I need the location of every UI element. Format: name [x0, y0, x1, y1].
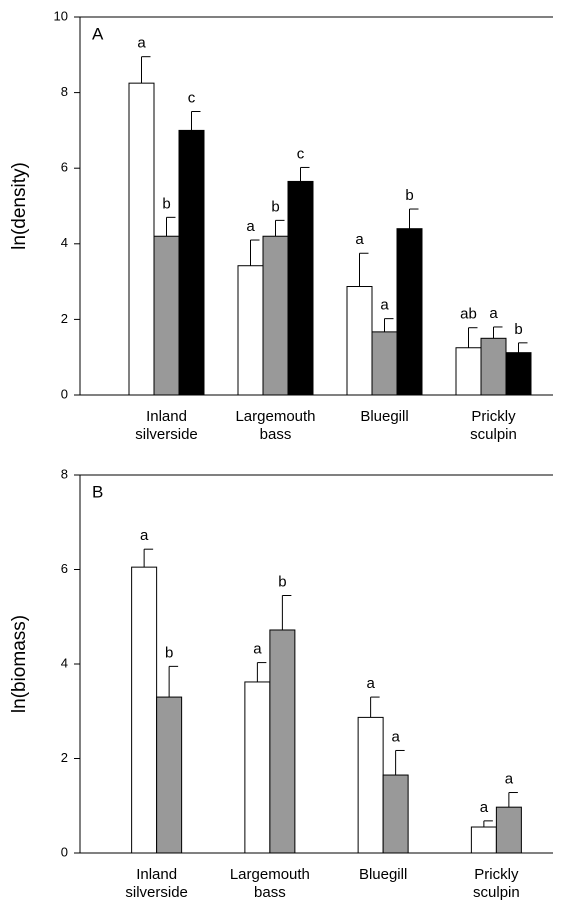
significance-label: ab	[460, 306, 477, 323]
significance-label: b	[278, 573, 286, 590]
significance-label: a	[391, 728, 400, 745]
y-tick-label: 4	[61, 235, 68, 250]
bar	[178, 129, 205, 396]
bar	[128, 82, 155, 396]
significance-label: b	[405, 187, 413, 204]
significance-label: a	[489, 305, 498, 322]
bar	[480, 337, 507, 396]
significance-label: b	[165, 644, 173, 661]
bar	[244, 681, 271, 854]
x-tick-label: Bluegill	[360, 408, 408, 425]
x-tick-label: Largemouth	[235, 408, 315, 425]
x-tick-label: sculpin	[470, 426, 517, 443]
significance-label: a	[380, 297, 389, 314]
bar	[382, 774, 409, 854]
significance-label: a	[137, 35, 146, 52]
y-axis-label: ln(density)	[9, 162, 30, 250]
significance-label: a	[355, 231, 364, 248]
x-tick-label: Inland	[136, 866, 177, 883]
y-tick-label: 0	[61, 844, 68, 859]
y-tick-label: 6	[61, 561, 68, 576]
significance-label: c	[188, 89, 196, 106]
significance-label: a	[140, 527, 149, 544]
significance-label: a	[480, 799, 489, 816]
bar	[287, 180, 314, 396]
bar	[396, 228, 423, 396]
y-tick-label: 6	[61, 160, 68, 175]
x-tick-label: Inland	[146, 408, 187, 425]
panel: Aln(density)0246810InlandsilversideabcLa…	[9, 8, 553, 443]
significance-label: b	[271, 198, 279, 215]
x-tick-label: Bluegill	[359, 866, 407, 883]
x-tick-label: silverside	[125, 884, 188, 901]
significance-label: b	[514, 321, 522, 338]
y-tick-label: 4	[61, 655, 68, 670]
y-axis-label: ln(biomass)	[9, 615, 30, 713]
x-tick-label: sculpin	[473, 884, 520, 901]
significance-label: b	[162, 195, 170, 212]
bar	[262, 235, 289, 396]
x-tick-label: Prickly	[471, 408, 516, 425]
significance-label: a	[505, 770, 514, 787]
significance-label: a	[246, 218, 255, 235]
y-tick-label: 10	[54, 8, 68, 23]
bar	[346, 286, 373, 396]
bar	[505, 352, 532, 396]
bar	[371, 331, 398, 396]
panel-label: B	[92, 482, 103, 501]
bar	[156, 696, 183, 854]
significance-label: a	[366, 675, 375, 692]
bar	[357, 716, 384, 854]
bar	[153, 235, 180, 396]
bar	[455, 347, 482, 396]
bar	[269, 629, 296, 854]
panel-label: A	[92, 24, 104, 43]
y-tick-label: 0	[61, 386, 68, 401]
x-tick-label: Prickly	[474, 866, 519, 883]
x-tick-label: bass	[260, 426, 292, 443]
significance-label: a	[253, 641, 262, 658]
x-tick-label: silverside	[135, 426, 198, 443]
bar	[470, 826, 497, 854]
x-tick-label: bass	[254, 884, 286, 901]
x-tick-label: Largemouth	[230, 866, 310, 883]
bar	[237, 265, 264, 396]
y-tick-label: 8	[61, 466, 68, 481]
bar	[131, 566, 158, 854]
y-tick-label: 8	[61, 84, 68, 99]
y-tick-label: 2	[61, 311, 68, 326]
bar	[495, 806, 522, 854]
significance-label: c	[297, 145, 305, 162]
y-tick-label: 2	[61, 750, 68, 765]
